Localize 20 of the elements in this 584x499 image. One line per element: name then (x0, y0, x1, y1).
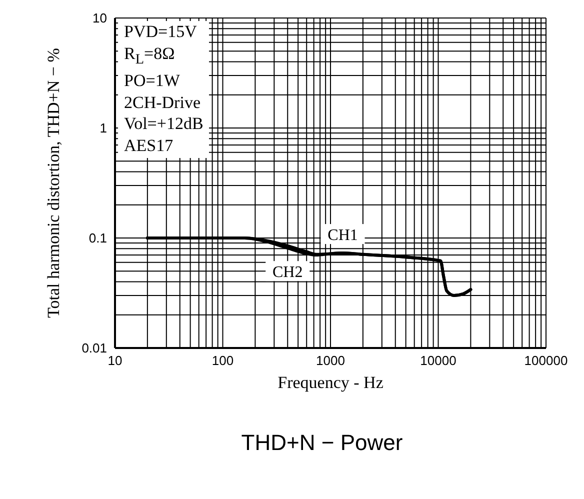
y-tick-label: 0.01 (82, 340, 107, 356)
annotation: AES17 (124, 134, 174, 156)
annotation: R$_{L}$=8Ω (124, 42, 176, 69)
x-tick-label: 10 (108, 353, 122, 368)
annotation: PVD=15V (124, 21, 198, 42)
y-tick-label: 1 (100, 120, 107, 136)
y-tick-label: 0.1 (88, 230, 107, 246)
series-label: CH2 (272, 264, 303, 282)
annotation: Vol=+12dB (124, 113, 204, 135)
x-tick-label: 100000 (524, 353, 568, 368)
y-tick-label: 10 (92, 10, 107, 26)
text: THD+N − Power (240, 430, 404, 456)
x-axis-title: Frequency - Hz (278, 373, 384, 392)
y-axis-title: Total harmonic distortion, THD+N − % (44, 48, 64, 318)
series-label: CH1 (328, 227, 358, 244)
annotation: 2CH-Drive (124, 92, 202, 114)
annotation: PO=1W (124, 70, 181, 92)
x-tick-label: 10000 (420, 353, 456, 368)
x-tick-label: 100 (212, 353, 234, 368)
x-tick-label: 1000 (316, 353, 345, 368)
